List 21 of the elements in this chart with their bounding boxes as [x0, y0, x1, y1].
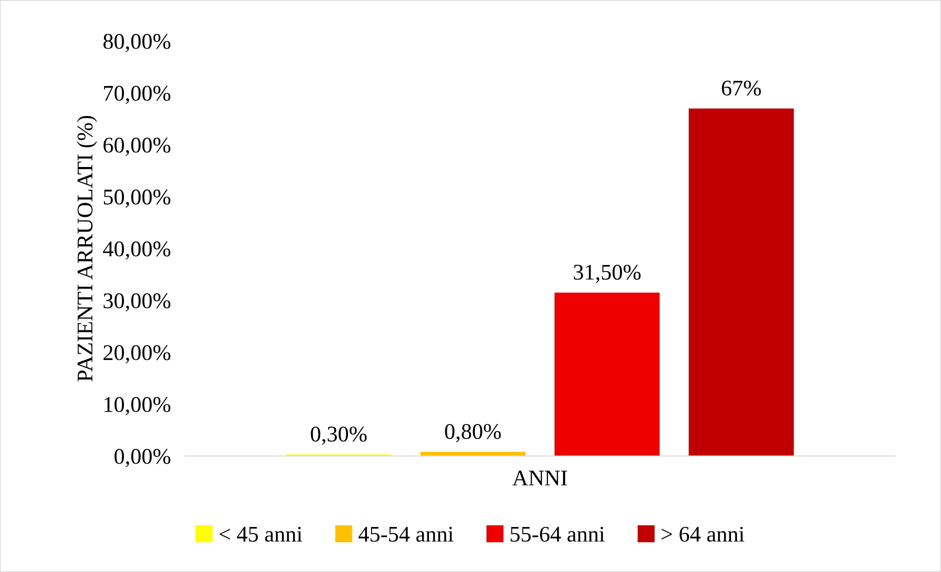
data-label: 0,30%: [310, 426, 367, 445]
y-tick-label: 70,00%: [104, 86, 170, 104]
data-label: 31,50%: [574, 264, 641, 283]
y-tick-label: 10,00%: [104, 397, 170, 416]
y-axis-title: PAZIENTI ARRUOLATI (%): [76, 116, 98, 382]
legend-label: > 64 anni: [662, 526, 744, 542]
bar: [688, 108, 794, 456]
x-tick-label: ANNI: [512, 470, 567, 486]
legend-label: 55-64 anni: [510, 526, 605, 542]
y-tick-label: 50,00%: [104, 190, 170, 208]
data-label: 67%: [722, 80, 761, 96]
y-tick-label: 60,00%: [104, 138, 170, 156]
bar: [554, 292, 660, 456]
y-tick-label: 40,00%: [103, 241, 170, 260]
legend-label: < 45 anni: [220, 526, 302, 542]
y-tick-label: 30,00%: [104, 293, 170, 312]
y-tick-label: 0,00%: [114, 448, 170, 468]
data-label: 0,80%: [445, 424, 501, 442]
legend-label: 45-54 anni: [358, 526, 454, 542]
y-tick-label: 20,00%: [104, 345, 170, 364]
y-tick-label: 80,00%: [103, 34, 170, 52]
